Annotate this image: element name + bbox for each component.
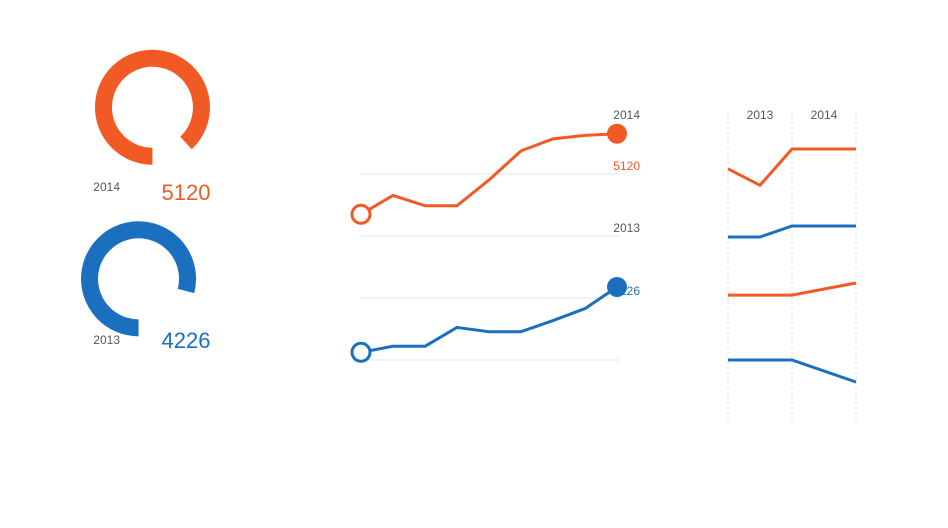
donut-arc [95,49,210,165]
donut-year-label: 2013 [93,333,120,347]
series-name-label: 2014 [613,108,640,122]
series-start-point [350,341,372,363]
series-line [727,147,856,188]
series-end-point [607,123,627,144]
donut-value-label: 4226 [162,328,211,353]
donut-arc [81,221,197,337]
series-line [360,285,618,354]
donut-value-label: 5120 [162,180,211,205]
series-line [360,132,618,216]
series-start-point [350,203,372,225]
series-line [728,224,856,239]
series-line [728,281,857,297]
series-end-point [607,276,627,297]
donut-2014: 2014 5120 [93,49,211,205]
donut-charts: 2014 5120 2013 4226 [81,49,211,353]
series-line [728,358,857,384]
series-name-label: 2013 [613,221,640,235]
category-label: 2013 [747,108,774,122]
donut-year-label: 2014 [93,180,120,194]
series-end-value: 5120 [613,159,640,173]
series-end-value: 4226 [613,284,640,298]
donut-2013: 2013 4226 [81,221,211,353]
line-chart: 2014 5120 2013 4226 [350,108,640,363]
comparison-lines-chart: 2013 2014 [727,108,857,422]
category-label: 2014 [811,108,838,122]
